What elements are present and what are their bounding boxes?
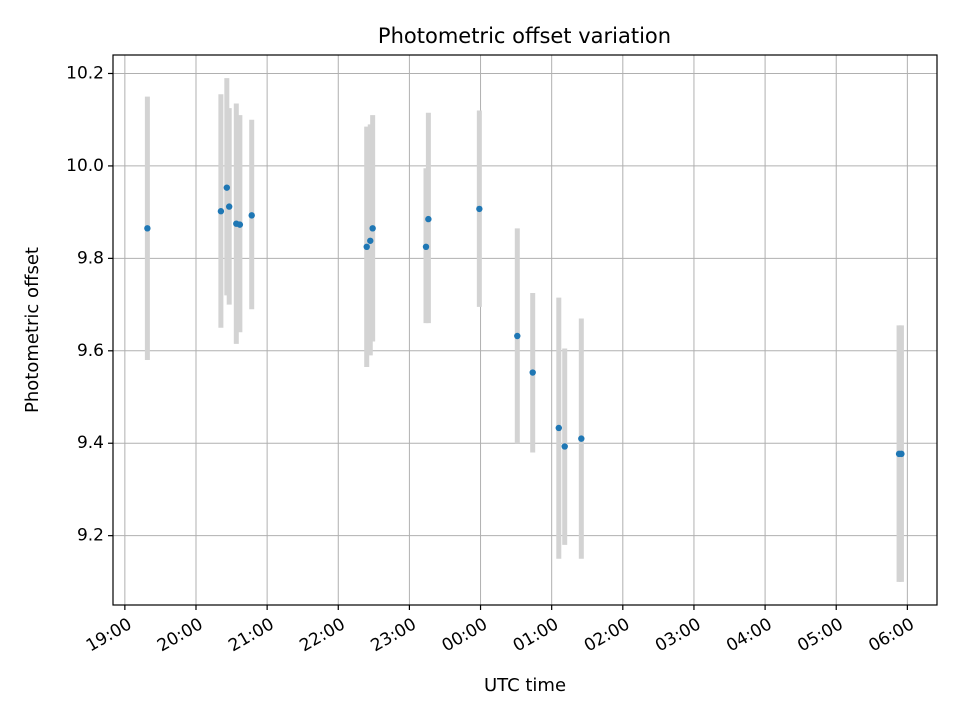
chart-title: Photometric offset variation [378,24,671,48]
x-tick-label: 03:00 [652,614,704,656]
data-point [425,215,432,223]
data-point [367,237,374,244]
y-tick-label: 9.2 [77,526,104,546]
data-point [529,369,536,376]
data-point [369,225,376,232]
data-point [514,332,521,340]
data-point [561,443,568,450]
data-point [144,225,151,232]
data-point [225,203,233,210]
x-tick-label: 05:00 [794,614,846,656]
x-tick-label: 04:00 [723,614,775,656]
data-point [476,205,483,213]
y-tick-label: 10.2 [66,63,104,83]
x-axis: 19:00 20:00 21:00 22:00 23:00 00:00 01:00 02:00… [83,605,918,656]
y-tick-label: 9.6 [77,341,104,361]
x-tick-label: 02:00 [581,614,633,656]
data-point [898,450,905,458]
x-tick-label: 20:00 [154,614,206,656]
data-point [223,184,231,191]
data-point [217,208,225,215]
x-tick-label: 19:00 [83,614,135,656]
y-tick-label: 9.4 [77,433,104,453]
y-axis: 9.2 9.4 9.6 9.8 10.0 10.2 [66,63,113,546]
plot-area [112,54,938,606]
x-tick-label: 21:00 [225,614,277,656]
x-tick-label: 06:00 [865,614,917,656]
x-tick-label: 00:00 [439,614,491,656]
x-tick-label: 22:00 [296,614,348,656]
x-tick-label: 23:00 [367,614,419,656]
data-points [144,184,905,458]
error-bars [144,78,904,582]
data-point [422,243,430,251]
x-axis-label: UTC time [484,675,566,696]
data-point [555,424,562,432]
data-point [248,212,255,219]
y-tick-label: 10.0 [66,156,104,176]
data-point [578,435,585,442]
data-point [363,243,370,251]
y-axis-label: Photometric offset [22,247,43,413]
data-point [236,221,244,228]
x-tick-label: 01:00 [510,614,562,656]
y-tick-label: 9.8 [77,248,104,268]
